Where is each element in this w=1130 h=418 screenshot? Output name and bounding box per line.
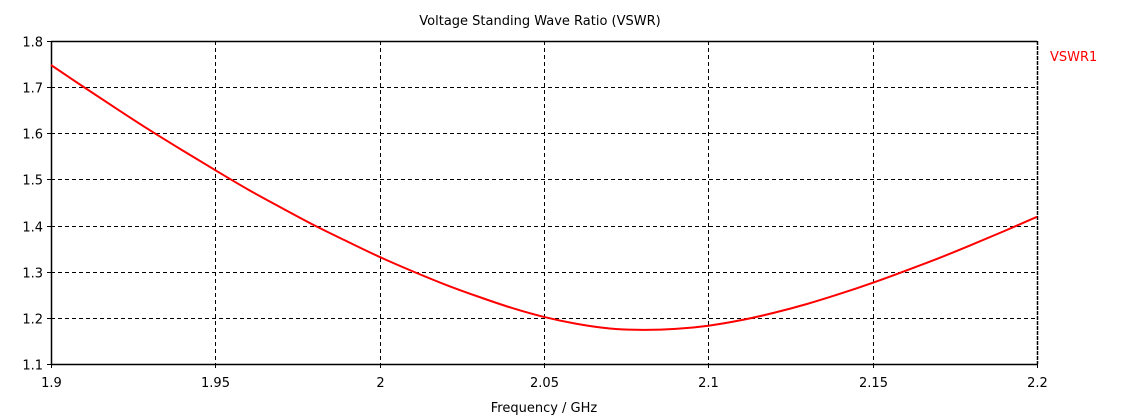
x-tick-label: 2.15: [859, 376, 888, 391]
y-tick-label: 1.7: [22, 82, 43, 97]
y-tick-label: 1.2: [22, 313, 43, 328]
x-tick-label: 2.2: [1027, 376, 1048, 391]
grid-lines: [51, 41, 1037, 364]
chart-title: Voltage Standing Wave Ratio (VSWR): [419, 14, 660, 29]
y-tick-label: 1.5: [22, 174, 43, 189]
x-tick-label: 2.05: [530, 376, 559, 391]
y-axis-ticks: 1.1 1.2 1.3 1.4 1.5 1.6 1.7 1.8: [22, 36, 51, 374]
y-tick-label: 1.6: [22, 128, 43, 143]
series-group: [50, 64, 1038, 331]
x-tick-label: 1.9: [41, 376, 62, 391]
y-tick-label: 1.8: [22, 36, 43, 51]
x-tick-label: 2.1: [698, 376, 719, 391]
y-tick-label: 1.3: [22, 267, 43, 282]
x-tick-label: 1.95: [201, 376, 230, 391]
x-axis-ticks: 1.9 1.95 2 2.05 2.1 2.15 2.2: [41, 364, 1048, 391]
x-axis-label: Frequency / GHz: [491, 401, 598, 416]
legend-entry-vswr1: VSWR1: [1050, 50, 1097, 65]
series-line-vswr1: [50, 64, 1038, 331]
y-tick-label: 1.4: [22, 221, 43, 236]
y-tick-label: 1.1: [22, 359, 43, 374]
x-tick-label: 2: [376, 376, 384, 391]
